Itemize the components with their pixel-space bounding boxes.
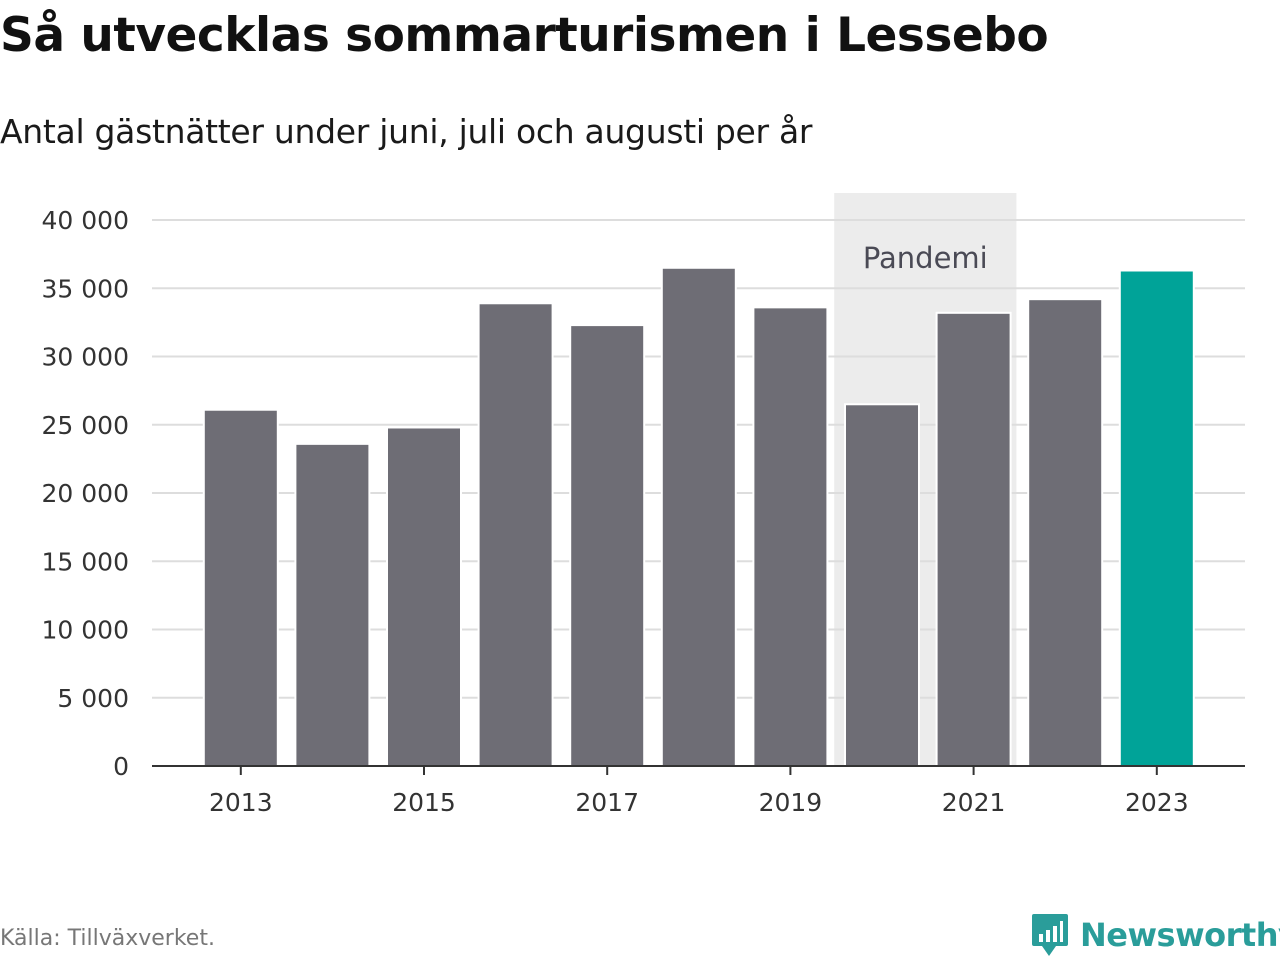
bar-2021: [935, 311, 1012, 767]
y-tick-label: 40 000: [42, 206, 129, 235]
y-tick-label: 15 000: [42, 547, 129, 576]
bar-chart: Pandemi 0 5 000 10 000 15 000 20 000 25 000 30…: [42, 193, 1245, 817]
bars: [202, 266, 1195, 767]
bar-2016: [477, 302, 554, 767]
bar-2020: [844, 403, 920, 767]
y-tick-label: 30 000: [42, 343, 129, 372]
annotation-label: Pandemi: [863, 241, 988, 275]
brand-name: Newsworthy: [1080, 916, 1280, 954]
y-tick-label: 35 000: [42, 274, 129, 303]
bar-2017: [569, 324, 646, 767]
x-tick-label: 2021: [942, 788, 1006, 817]
bar-2023: [1118, 269, 1195, 767]
chart-title: Så utvecklas sommarturismen i Lessebo: [0, 8, 1049, 63]
x-tick-label: 2017: [575, 788, 639, 817]
x-tick-label: 2013: [209, 788, 273, 817]
source-note: Källa: Tillväxverket.: [0, 926, 215, 951]
bar-2013: [202, 408, 279, 767]
tick-labels: 0 5 000 10 000 15 000 20 000 25 000 30 000 35 0…: [42, 206, 1189, 817]
y-tick-label: 25 000: [42, 411, 129, 440]
x-tick-label: 2019: [759, 788, 823, 817]
bar-2019: [752, 306, 829, 767]
x-tick-label: 2015: [392, 788, 456, 817]
bar-2014: [294, 442, 371, 767]
y-tick-label: 5 000: [57, 684, 129, 713]
bar-2018: [660, 266, 737, 767]
brand-logo: Newsworthy: [1030, 910, 1280, 960]
chart-subtitle: Antal gästnätter under juni, juli och au…: [0, 112, 813, 151]
y-tick-label: 10 000: [42, 616, 129, 645]
x-tick-label: 2023: [1125, 788, 1189, 817]
newsworthy-icon: [1032, 914, 1068, 956]
y-tick-label: 0: [113, 752, 129, 781]
axes: [152, 765, 1245, 775]
bar-2022: [1027, 298, 1104, 767]
y-tick-label: 20 000: [42, 479, 129, 508]
bar-2015: [386, 426, 462, 767]
